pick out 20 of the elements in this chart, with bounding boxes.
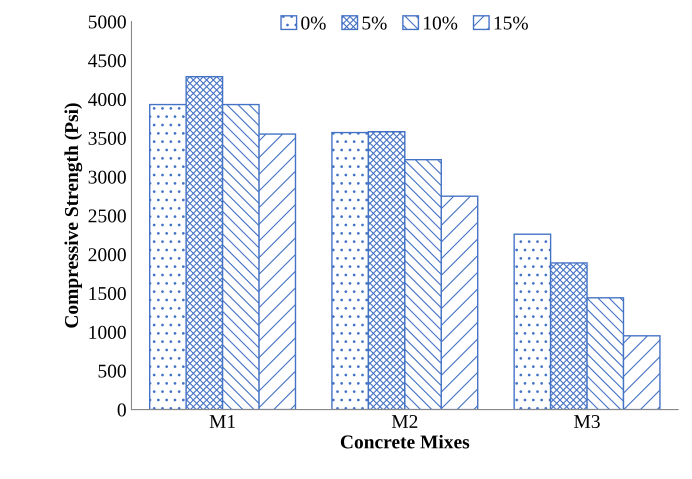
y-tick-label: 3500 <box>88 132 126 145</box>
y-tick-label: 3000 <box>88 170 126 184</box>
x-tick-label: M3 <box>574 415 600 428</box>
legend-label: 5% <box>362 16 387 30</box>
y-axis-title: Compressive Strength (Psi) <box>64 103 82 328</box>
y-tick-label: 500 <box>98 364 126 378</box>
x-tick-label: M1 <box>210 415 235 428</box>
legend-label: 0% <box>301 16 326 30</box>
y-tick-label: 1000 <box>89 326 126 339</box>
legend-label: 15% <box>494 16 528 30</box>
y-tick-label: 2500 <box>88 209 126 222</box>
y-tick-label: 4500 <box>88 54 126 68</box>
y-tick-label: 4000 <box>88 92 126 106</box>
y-tick-label: 0 <box>118 403 126 416</box>
x-axis-title: Concrete Mixes <box>340 434 470 448</box>
legend-label: 10% <box>424 16 458 30</box>
x-tick-label: M2 <box>392 415 418 428</box>
y-tick-label: 1500 <box>89 286 126 300</box>
y-tick-label: 5000 <box>88 15 126 28</box>
y-tick-label: 2000 <box>88 248 126 262</box>
